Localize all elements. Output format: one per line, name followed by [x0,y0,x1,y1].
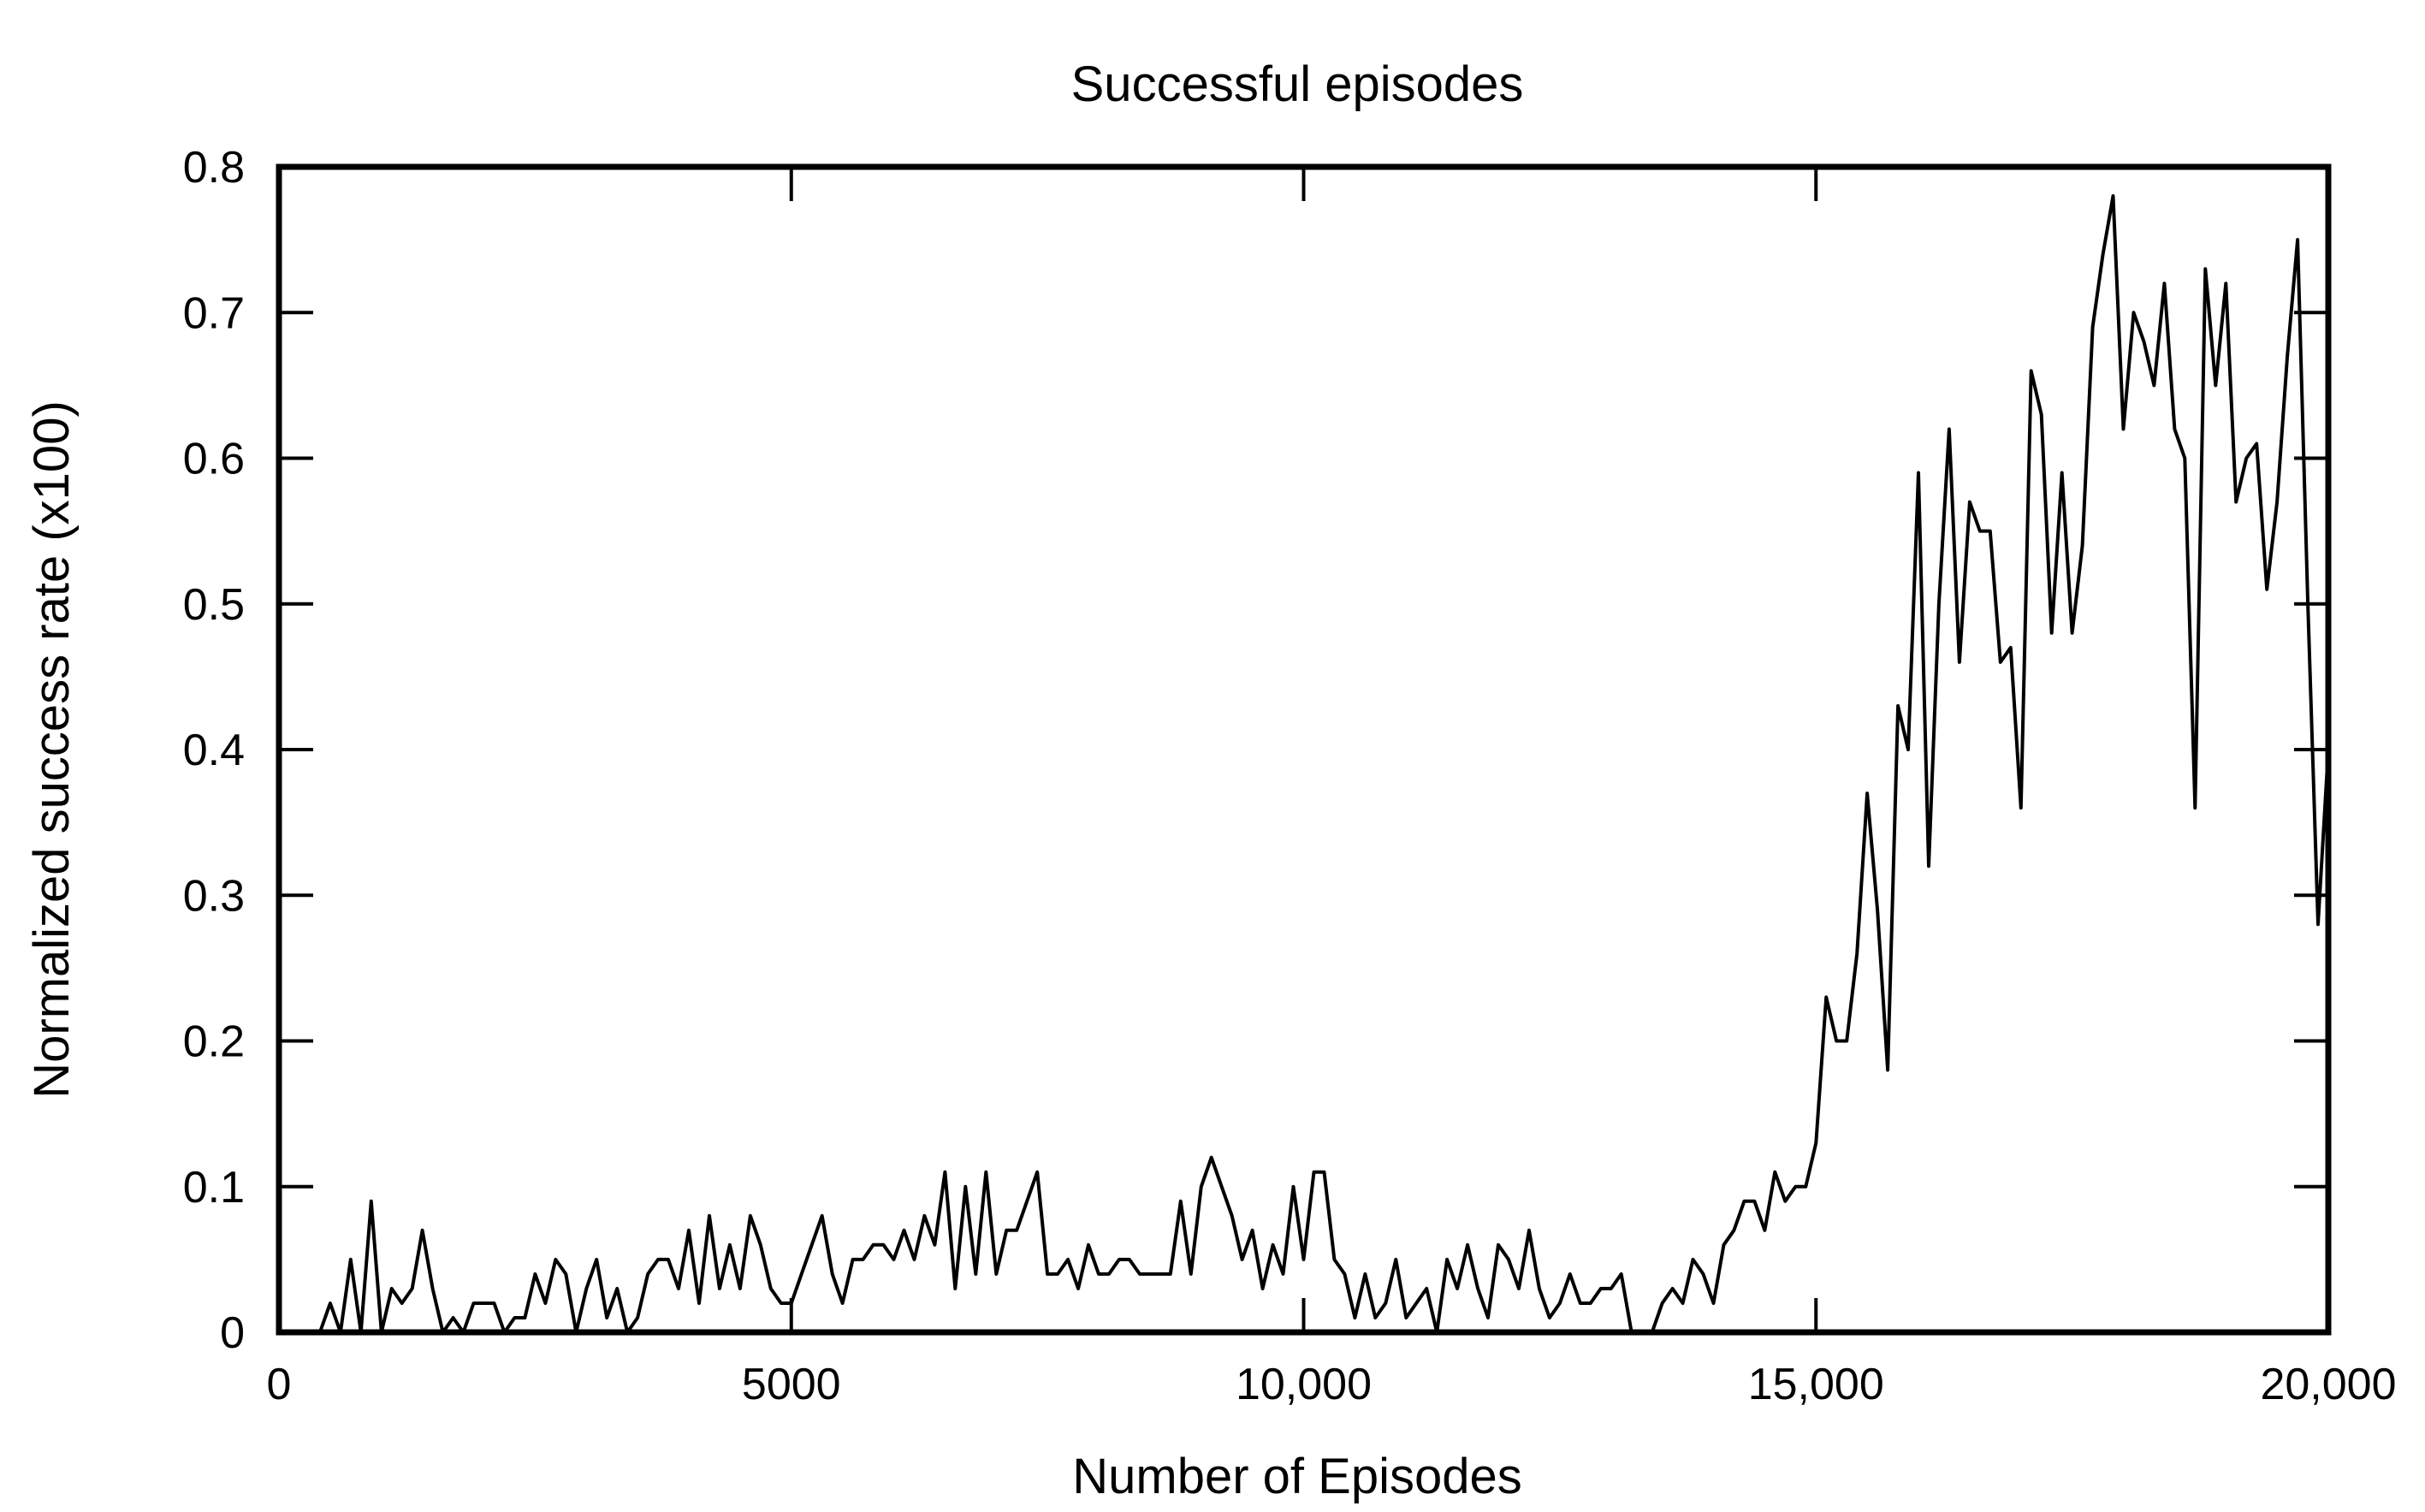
x-tick-label: 0 [267,1360,292,1409]
y-tick-label: 0.2 [183,1017,245,1067]
chart-title: Successful episodes [1071,56,1524,112]
series-line [318,194,2330,1334]
y-tick-label: 0.1 [183,1163,245,1213]
x-tick-label: 10,000 [1236,1360,1372,1409]
plot-frame [276,163,2332,1336]
x-tick-label: 20,000 [2260,1360,2396,1409]
y-axis-label: Normalized success rate (x100) [24,400,80,1099]
y-tick-label: 0.4 [183,726,245,775]
y-tick-label: 0.6 [183,435,245,484]
y-tick-label: 0.5 [183,580,245,630]
y-tick-label: 0 [220,1308,245,1358]
y-tick-label: 0.7 [183,288,245,338]
y-tick-label: 0.3 [183,871,245,921]
y-tick-label: 0.8 [183,143,245,193]
x-tick-label: 5000 [742,1360,841,1409]
axis-tick-labels: 0 5000 10,000 15,000 20,000 0 0.1 0.2 0.3 0.4 0.5 0… [183,143,2397,1409]
x-axis-label: Number of Episodes [1072,1449,1521,1504]
x-tick-label: 15,000 [1748,1360,1884,1409]
